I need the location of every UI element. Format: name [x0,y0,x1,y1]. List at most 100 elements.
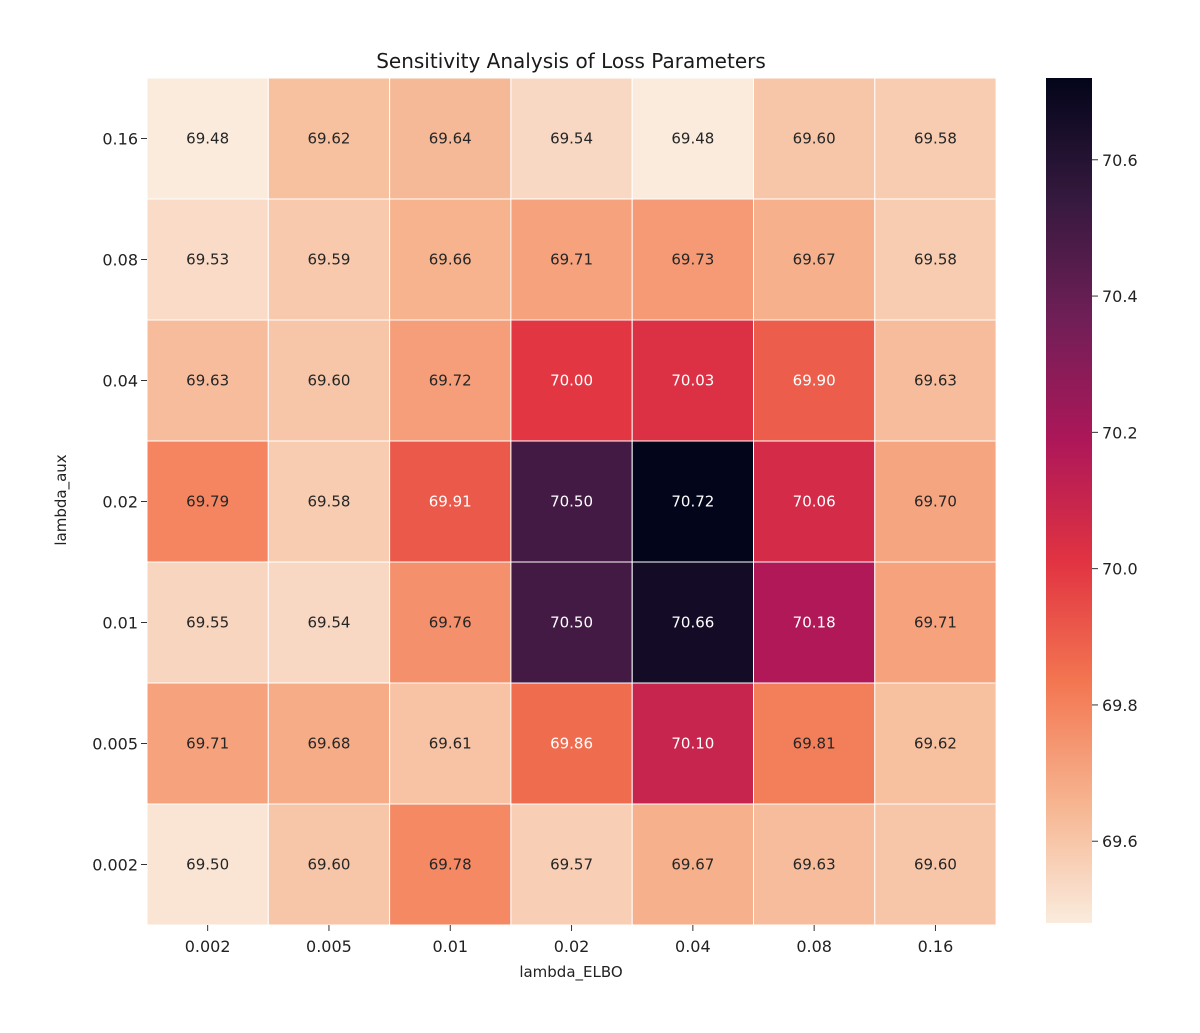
y-tick-label: 0.002 [92,856,138,875]
y-tick-label: 0.16 [102,130,138,149]
cell-value-label: 69.86 [550,735,593,753]
heatmap-cell [874,682,997,805]
cell-value-label: 69.90 [793,372,836,390]
cell-value-label: 69.62 [307,130,350,148]
cell-value-label: 69.62 [914,735,957,753]
cell-value-label: 69.54 [550,130,593,148]
heatmap-cell [510,319,633,442]
cell-value-label: 69.48 [186,130,229,148]
cell-value-label: 69.63 [793,856,836,874]
heatmap-cell-labels: 69.48 69.62 69.64 69.54 69.48 69.60 69.58 69.53… [186,130,957,874]
heatmap-cell [753,803,876,926]
y-tick-label: 0.04 [102,372,138,391]
cell-value-label: 69.60 [307,372,350,390]
heatmap-cell [146,319,269,442]
cell-value-label: 69.60 [307,856,350,874]
colorbar-tick-label: 70.4 [1102,287,1138,306]
heatmap-cell [753,77,876,200]
cell-value-label: 69.53 [186,251,229,269]
cell-value-label: 69.73 [671,251,714,269]
cell-value-label: 70.72 [671,493,714,511]
y-axis-label: lambda_aux [52,454,71,545]
cell-value-label: 69.58 [307,493,350,511]
cell-value-label: 69.58 [914,251,957,269]
heatmap-cell [753,440,876,563]
cell-value-label: 69.67 [793,251,836,269]
heatmap-cell [874,198,997,321]
cell-value-label: 69.67 [671,856,714,874]
cell-value-label: 69.70 [914,493,957,511]
x-tick-label: 0.005 [306,937,352,956]
cell-value-label: 69.54 [307,614,350,632]
colorbar-tick-label: 70.0 [1102,560,1138,579]
heatmap-cell [510,440,633,563]
y-tick-label: 0.01 [102,614,138,633]
cell-value-label: 69.81 [793,735,836,753]
heatmap-cell [874,561,997,684]
cell-value-label: 69.60 [914,856,957,874]
colorbar-tick-label: 70.2 [1102,423,1138,442]
y-axis: 0.16 0.08 0.04 0.02 0.01 0.005 0.002 [92,130,147,875]
heatmap-cell [510,803,633,926]
cell-value-label: 69.58 [914,130,957,148]
heatmap-cell [753,319,876,442]
cell-value-label: 69.71 [914,614,957,632]
heatmap-cell [267,682,391,805]
cell-value-label: 69.66 [429,251,472,269]
x-tick-label: 0.01 [432,937,468,956]
heatmap-cells [146,77,997,926]
cell-value-label: 69.71 [186,735,229,753]
cell-value-label: 70.50 [550,614,593,632]
heatmap-cell [267,440,391,563]
x-tick-label: 0.04 [675,937,711,956]
cell-value-label: 69.63 [914,372,957,390]
heatmap-cell [146,682,269,805]
heatmap-cell [510,77,633,200]
cell-value-label: 70.66 [671,614,714,632]
heatmap-cell [631,319,755,442]
cell-value-label: 69.63 [186,372,229,390]
cell-value-label: 69.48 [671,130,714,148]
y-tick-label: 0.08 [102,251,138,270]
cell-value-label: 69.50 [186,856,229,874]
cell-value-label: 70.10 [671,735,714,753]
heatmap-cell [389,682,512,805]
x-tick-label: 0.02 [554,937,590,956]
colorbar-gradient [1046,78,1092,923]
heatmap-cell [146,561,269,684]
heatmap-cell [631,803,755,926]
x-tick-label: 0.16 [918,937,954,956]
cell-value-label: 69.79 [186,493,229,511]
x-tick-label: 0.002 [185,937,231,956]
cell-value-label: 70.18 [793,614,836,632]
heatmap-cell [874,803,997,926]
heatmap-cell [389,77,512,200]
heatmap-cell [753,198,876,321]
cell-value-label: 69.59 [307,251,350,269]
heatmap-cell [389,561,512,684]
cell-value-label: 69.71 [550,251,593,269]
x-tick-label: 0.08 [796,937,832,956]
chart-title: Sensitivity Analysis of Loss Parameters [376,49,766,73]
colorbar-tick-label: 70.6 [1102,151,1138,170]
colorbar: 69.6 69.8 70.0 70.2 70.4 70.6 [1046,78,1138,923]
cell-value-label: 69.68 [307,735,350,753]
cell-value-label: 69.72 [429,372,472,390]
y-tick-label: 0.005 [92,735,138,754]
cell-value-label: 70.06 [793,493,836,511]
cell-value-label: 69.60 [793,130,836,148]
heatmap-cell [389,198,512,321]
heatmap-cell [146,803,269,926]
heatmap-cell [874,440,997,563]
cell-value-label: 70.00 [550,372,593,390]
x-axis-label: lambda_ELBO [519,963,622,982]
cell-value-label: 69.57 [550,856,593,874]
heatmap-cell [267,319,391,442]
cell-value-label: 69.61 [429,735,472,753]
heatmap-cell [631,77,755,200]
cell-value-label: 70.50 [550,493,593,511]
x-axis: 0.002 0.005 0.01 0.02 0.04 0.08 0.16 [185,925,954,956]
cell-value-label: 69.76 [429,614,472,632]
cell-value-label: 70.03 [671,372,714,390]
heatmap-cell [389,803,512,926]
